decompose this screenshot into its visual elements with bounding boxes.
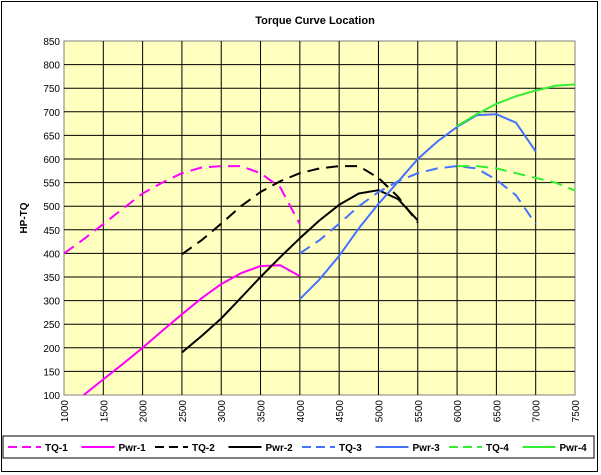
x-tick-label: 3500 bbox=[257, 400, 268, 423]
legend-label: Pwr-4 bbox=[560, 443, 588, 454]
y-tick-label: 800 bbox=[43, 61, 60, 72]
x-tick-label: 2000 bbox=[139, 400, 150, 423]
legend-box bbox=[2, 435, 595, 459]
x-tick-label: 6000 bbox=[453, 400, 464, 423]
y-tick-label: 350 bbox=[43, 273, 60, 284]
x-tick-label: 5500 bbox=[414, 400, 425, 423]
legend-label: Pwr-1 bbox=[119, 443, 147, 454]
legend: TQ-1 Pwr-1 TQ-2 Pwr-2 TQ-3 Pwr-3 TQ-4 Pwr-4 bbox=[8, 443, 587, 454]
y-tick-label: 150 bbox=[43, 367, 60, 378]
x-tick-label: 1500 bbox=[99, 400, 110, 423]
x-tick-label: 4500 bbox=[335, 400, 346, 423]
legend-label: Pwr-2 bbox=[266, 443, 294, 454]
y-tick-label: 250 bbox=[43, 320, 60, 331]
x-axis-ticks: 1000 1500 2000 2500 3000 3500 4000 4500 5000 5500… bbox=[60, 400, 582, 423]
series-line-pwr-3 bbox=[299, 113, 537, 300]
x-tick-label: 6500 bbox=[492, 400, 503, 423]
y-axis-label: HP-TQ bbox=[19, 202, 30, 233]
legend-label: TQ-3 bbox=[339, 443, 362, 454]
y-tick-label: 750 bbox=[43, 84, 60, 95]
y-tick-label: 650 bbox=[43, 131, 60, 142]
x-tick-label: 3000 bbox=[217, 400, 228, 423]
grid-lines bbox=[64, 41, 575, 395]
x-tick-label: 5000 bbox=[374, 400, 385, 423]
y-tick-label: 700 bbox=[43, 108, 60, 119]
y-tick-label: 850 bbox=[43, 37, 60, 48]
y-axis-ticks: 100 150 200 250 300 350 400 450 500 550 600 650 700 7… bbox=[43, 37, 60, 402]
series-line-tq-3 bbox=[299, 165, 537, 255]
legend-label: TQ-4 bbox=[486, 443, 509, 454]
series-line-pwr-4 bbox=[456, 83, 576, 127]
plot-area bbox=[63, 40, 576, 396]
chart-title: Torque Curve Location bbox=[255, 15, 375, 27]
series-line-tq-2 bbox=[181, 165, 419, 256]
x-tick-label: 7000 bbox=[532, 400, 543, 423]
series-lines bbox=[63, 83, 576, 396]
legend-label: Pwr-3 bbox=[413, 443, 441, 454]
legend-label: TQ-2 bbox=[192, 443, 215, 454]
legend-label: TQ-1 bbox=[45, 443, 68, 454]
y-tick-label: 100 bbox=[43, 391, 60, 402]
y-tick-label: 300 bbox=[43, 297, 60, 308]
series-line-tq-1 bbox=[63, 165, 301, 255]
y-tick-label: 600 bbox=[43, 155, 60, 166]
y-tick-label: 550 bbox=[43, 179, 60, 190]
series-line-pwr-1 bbox=[83, 264, 301, 396]
y-tick-label: 500 bbox=[43, 202, 60, 213]
y-tick-label: 450 bbox=[43, 226, 60, 237]
x-tick-label: 2500 bbox=[178, 400, 189, 423]
x-tick-label: 4000 bbox=[296, 400, 307, 423]
x-tick-label: 7500 bbox=[571, 400, 582, 423]
x-tick-label: 1000 bbox=[60, 400, 71, 423]
series-line-pwr-2 bbox=[181, 189, 419, 354]
y-tick-label: 200 bbox=[43, 344, 60, 355]
y-tick-label: 400 bbox=[43, 249, 60, 260]
series-line-tq-4 bbox=[457, 165, 576, 192]
